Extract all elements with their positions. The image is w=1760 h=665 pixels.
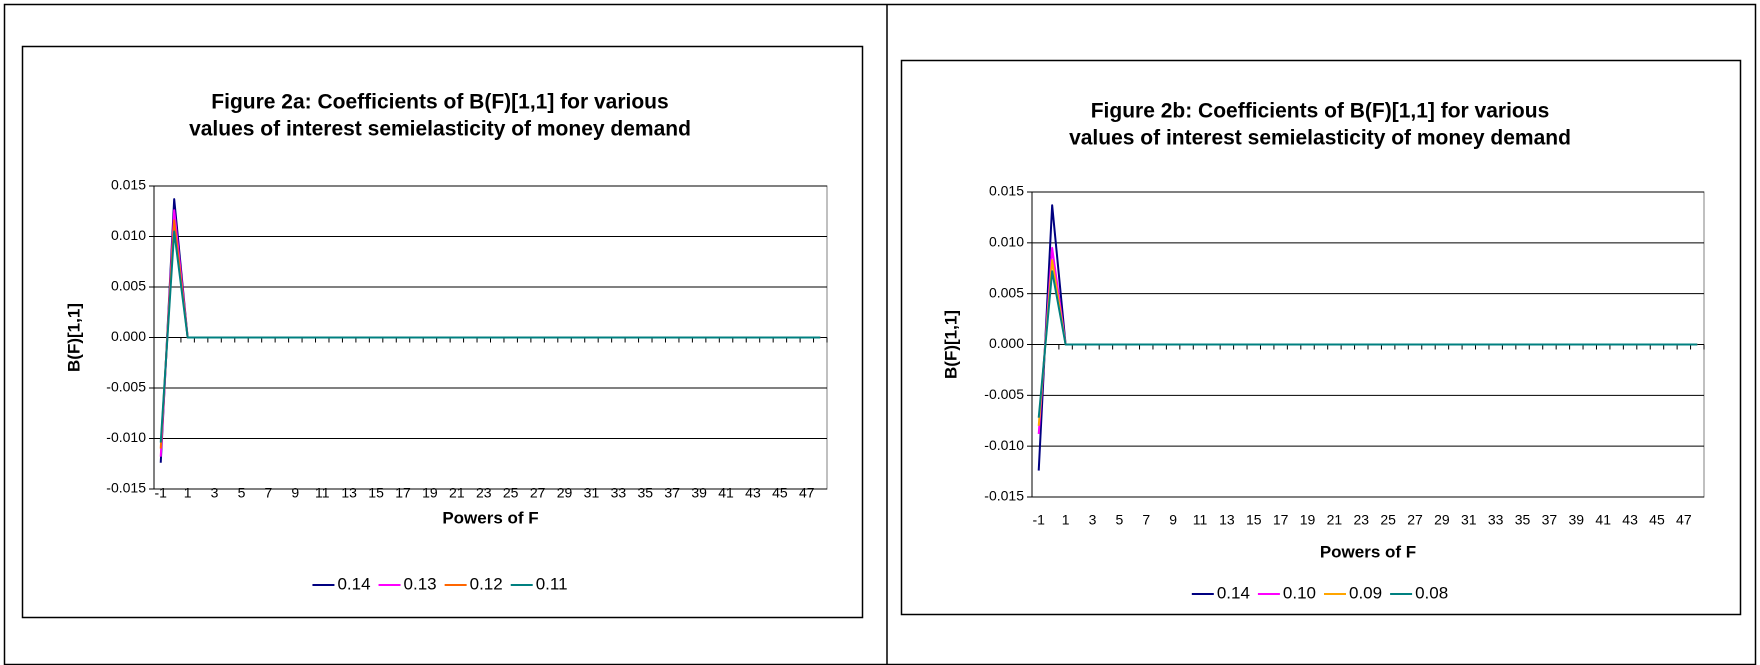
series-line: [1037, 270, 1698, 418]
y-tick-label: -0.015: [106, 480, 146, 496]
x-tick-label: -1: [1032, 512, 1045, 528]
legend-label: 0.13: [404, 574, 437, 593]
y-tick-label: 0.010: [111, 227, 146, 243]
x-tick-label: 47: [799, 485, 815, 501]
x-tick-label: 43: [745, 485, 761, 501]
x-axis-title: Powers of F: [1320, 542, 1416, 561]
legend-label: 0.11: [536, 574, 568, 593]
x-tick-label: 17: [1273, 512, 1289, 528]
legend-label: 0.14: [337, 574, 370, 593]
x-tick-label: 9: [1169, 512, 1177, 528]
x-tick-label: 25: [1380, 512, 1396, 528]
x-tick-label: 33: [611, 485, 627, 501]
x-tick-label: 19: [1300, 512, 1316, 528]
x-tick-label: 39: [691, 485, 707, 501]
chart-title: values of interest semielasticity of mon…: [189, 118, 691, 141]
x-tick-label: 33: [1488, 512, 1504, 528]
x-tick-label: 27: [530, 485, 546, 501]
x-tick-label: 19: [422, 485, 438, 501]
x-tick-label: 41: [718, 485, 734, 501]
x-tick-label: 37: [1542, 512, 1558, 528]
x-tick-label: 29: [1434, 512, 1450, 528]
x-tick-label: 21: [449, 485, 465, 501]
y-tick-label: 0.015: [111, 177, 146, 193]
chart-title: Figure 2a: Coefficients of B(F)[1,1] for…: [211, 91, 668, 114]
legend-label: 0.10: [1283, 583, 1316, 602]
chart-title: Figure 2b: Coefficients of B(F)[1,1] for…: [1091, 100, 1550, 123]
x-tick-label: 45: [772, 485, 788, 501]
x-tick-label: 7: [265, 485, 273, 501]
y-tick-label: -0.010: [984, 437, 1024, 453]
chart-title: values of interest semielasticity of mon…: [1069, 127, 1571, 150]
x-tick-label: 17: [395, 485, 411, 501]
x-tick-label: 9: [291, 485, 299, 501]
y-tick-label: 0.000: [111, 328, 146, 344]
x-tick-label: 5: [238, 485, 246, 501]
x-tick-label: 1: [184, 485, 192, 501]
x-tick-label: 47: [1676, 512, 1692, 528]
x-tick-label: 29: [557, 485, 573, 501]
y-tick-label: 0.005: [111, 278, 146, 294]
series-line: [159, 230, 821, 443]
x-tick-label: 15: [368, 485, 384, 501]
y-tick-label: 0.015: [989, 183, 1024, 199]
x-tick-label: 31: [1461, 512, 1477, 528]
y-axis-title: B(F)[1,1]: [941, 310, 960, 379]
legend-label: 0.08: [1415, 583, 1448, 602]
x-axis-title: Powers of F: [442, 508, 538, 527]
x-tick-label: 23: [1353, 512, 1369, 528]
x-tick-label: 13: [1219, 512, 1235, 528]
x-tick-label: 43: [1622, 512, 1638, 528]
x-tick-label: 39: [1569, 512, 1585, 528]
x-tick-label: 3: [211, 485, 219, 501]
x-tick-label: 3: [1089, 512, 1097, 528]
x-tick-label: 21: [1327, 512, 1343, 528]
legend-label: 0.09: [1349, 583, 1382, 602]
y-tick-label: 0.000: [989, 335, 1024, 351]
legend-label: 0.14: [1217, 583, 1250, 602]
x-tick-label: 27: [1407, 512, 1423, 528]
y-tick-label: -0.005: [106, 379, 146, 395]
x-tick-label: 11: [1193, 512, 1208, 528]
x-tick-label: 25: [503, 485, 519, 501]
x-tick-label: 7: [1142, 512, 1150, 528]
x-tick-label: 31: [584, 485, 600, 501]
legend-label: 0.12: [470, 574, 503, 593]
x-tick-label: 23: [476, 485, 492, 501]
x-tick-label: 11: [315, 485, 330, 501]
x-tick-label: 15: [1246, 512, 1262, 528]
y-tick-label: -0.005: [984, 386, 1024, 402]
x-tick-label: 41: [1595, 512, 1611, 528]
x-tick-label: 13: [341, 485, 357, 501]
x-tick-label: 35: [1515, 512, 1531, 528]
y-tick-label: 0.005: [989, 284, 1024, 300]
y-tick-label: 0.010: [989, 234, 1024, 250]
y-axis-title: B(F)[1,1]: [64, 303, 83, 372]
x-tick-label: 45: [1649, 512, 1665, 528]
x-tick-label: -1: [155, 485, 168, 501]
y-tick-label: -0.010: [106, 429, 146, 445]
x-tick-label: 35: [638, 485, 654, 501]
y-tick-label: -0.015: [984, 488, 1024, 504]
x-tick-label: 5: [1115, 512, 1123, 528]
x-tick-label: 1: [1062, 512, 1070, 528]
x-tick-label: 37: [664, 485, 680, 501]
